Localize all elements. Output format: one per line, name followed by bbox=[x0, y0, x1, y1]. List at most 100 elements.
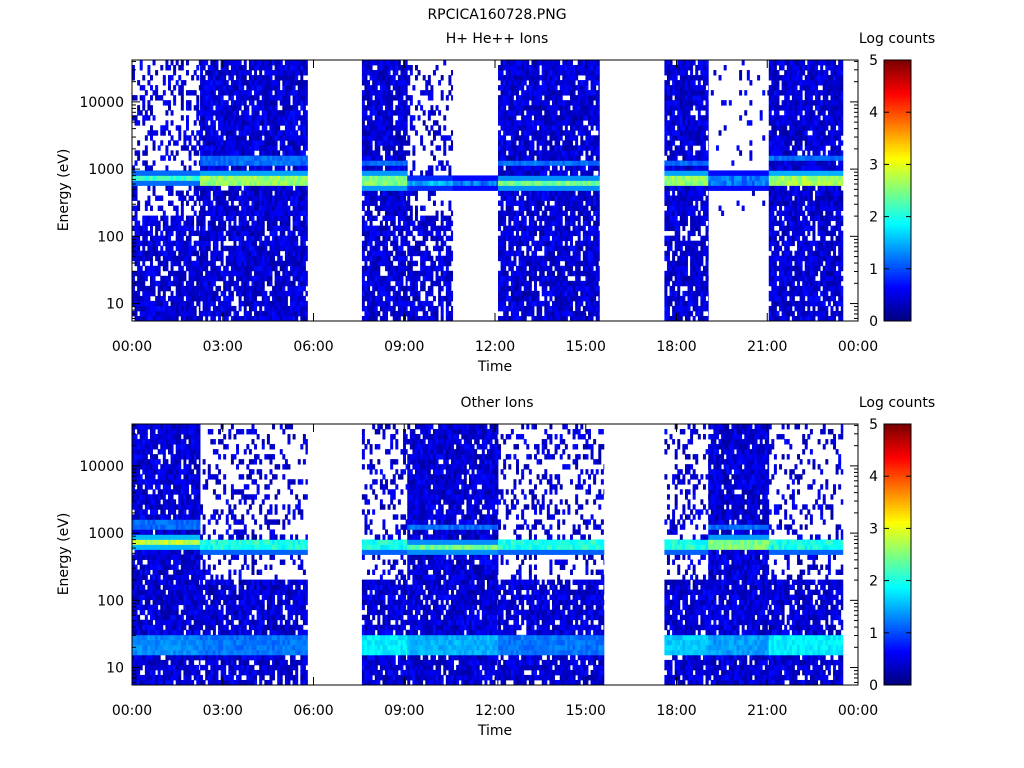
heatmap-cell bbox=[202, 290, 206, 297]
heatmap-cell bbox=[392, 315, 396, 322]
heatmap-cell bbox=[493, 185, 497, 191]
heatmap-cell bbox=[186, 220, 189, 227]
heatmap-cell bbox=[272, 245, 276, 252]
heatmap-cell bbox=[282, 65, 286, 71]
heatmap-cell bbox=[510, 155, 514, 161]
heatmap-cell bbox=[230, 280, 234, 287]
heatmap-cell bbox=[385, 155, 389, 161]
heatmap-cell bbox=[521, 75, 525, 81]
heatmap-cell bbox=[284, 160, 288, 166]
heatmap-cell bbox=[400, 120, 404, 126]
heatmap-cell bbox=[236, 95, 240, 101]
heatmap-cell bbox=[536, 265, 540, 272]
heatmap-cell bbox=[534, 85, 537, 91]
heatmap-cell bbox=[544, 230, 548, 237]
heatmap-cell bbox=[539, 255, 543, 262]
heatmap-cell bbox=[382, 290, 386, 297]
heatmap-cell bbox=[251, 145, 255, 151]
heatmap-cell bbox=[180, 225, 184, 232]
heatmap-cell bbox=[144, 225, 148, 232]
heatmap-cell bbox=[305, 145, 308, 151]
heatmap-cell bbox=[297, 225, 301, 232]
heatmap-cell bbox=[220, 190, 224, 196]
heatmap-cell bbox=[292, 300, 296, 307]
heatmap-cell bbox=[287, 130, 291, 136]
heatmap-cell bbox=[427, 75, 431, 81]
heatmap-cell bbox=[432, 155, 436, 161]
heatmap-cell bbox=[269, 95, 273, 101]
heatmap-cell bbox=[134, 245, 138, 252]
heatmap-cell bbox=[139, 230, 143, 237]
heatmap-cell bbox=[295, 275, 299, 282]
heatmap-cell bbox=[400, 275, 404, 282]
heatmap-cell bbox=[523, 230, 527, 237]
heatmap-cell bbox=[218, 105, 222, 111]
heatmap-cell bbox=[523, 125, 527, 131]
heatmap-cell bbox=[228, 75, 232, 81]
heatmap-cell bbox=[233, 310, 237, 317]
heatmap-cell bbox=[305, 70, 308, 76]
heatmap-cell bbox=[272, 125, 276, 131]
heatmap-cell bbox=[300, 185, 304, 191]
heatmap-cell bbox=[526, 240, 530, 247]
heatmap-cell bbox=[173, 270, 177, 277]
heatmap-cell bbox=[513, 155, 517, 161]
heatmap-cell bbox=[367, 180, 371, 186]
heatmap-cell bbox=[191, 75, 195, 81]
heatmap-cell bbox=[305, 80, 308, 86]
heatmap-cell bbox=[264, 270, 268, 277]
heatmap-cell bbox=[212, 150, 216, 156]
heatmap-cell bbox=[390, 220, 394, 227]
heatmap-cell bbox=[385, 215, 389, 222]
heatmap-cell bbox=[230, 190, 234, 196]
heatmap-cell bbox=[175, 125, 179, 131]
heatmap-cell bbox=[544, 275, 548, 282]
heatmap-cell bbox=[295, 295, 299, 302]
heatmap-cell bbox=[287, 90, 291, 96]
heatmap-cell bbox=[259, 230, 263, 237]
heatmap-cell bbox=[541, 80, 545, 86]
heatmap-cell bbox=[134, 215, 138, 222]
heatmap-cell bbox=[198, 280, 201, 287]
heatmap-cell bbox=[539, 185, 543, 191]
heatmap-cell bbox=[207, 310, 211, 317]
heatmap-cell bbox=[448, 270, 452, 277]
heatmap-cell bbox=[382, 310, 386, 317]
heatmap-cell bbox=[175, 295, 179, 302]
heatmap-cell bbox=[215, 130, 219, 136]
heatmap-cell bbox=[144, 145, 148, 151]
heatmap-cell bbox=[266, 155, 270, 161]
heatmap-cell bbox=[546, 230, 550, 237]
heatmap-cell bbox=[279, 230, 283, 237]
heatmap-cell bbox=[539, 60, 543, 66]
heatmap-cell bbox=[521, 230, 525, 237]
heatmap-cell bbox=[541, 195, 545, 201]
heatmap-cell bbox=[518, 150, 522, 156]
heatmap-cell bbox=[238, 235, 242, 242]
heatmap-cell bbox=[510, 270, 514, 277]
heatmap-cell bbox=[150, 310, 153, 317]
heatmap-cell bbox=[445, 310, 449, 317]
heatmap-cell bbox=[374, 215, 378, 222]
heatmap-cell bbox=[193, 230, 197, 237]
heatmap-cell bbox=[508, 220, 512, 227]
heatmap-cell bbox=[513, 220, 517, 227]
heatmap-cell bbox=[207, 115, 211, 121]
heatmap-cell bbox=[287, 180, 291, 186]
heatmap-cell bbox=[279, 180, 283, 186]
heatmap-cell bbox=[302, 170, 306, 176]
heatmap-cell bbox=[210, 135, 214, 141]
heatmap-cell bbox=[274, 265, 278, 272]
heatmap-cell bbox=[191, 130, 195, 136]
heatmap-cell bbox=[528, 125, 532, 131]
heatmap-cell bbox=[137, 315, 141, 322]
heatmap-cell bbox=[491, 175, 495, 181]
heatmap-cell bbox=[205, 170, 209, 176]
heatmap-cell bbox=[387, 65, 391, 71]
heatmap-cell bbox=[272, 110, 276, 116]
heatmap-cell bbox=[207, 200, 211, 206]
heatmap-cell bbox=[305, 305, 308, 312]
heatmap-cell bbox=[191, 230, 195, 237]
heatmap-cell bbox=[409, 250, 413, 257]
heatmap-cell bbox=[379, 175, 383, 181]
